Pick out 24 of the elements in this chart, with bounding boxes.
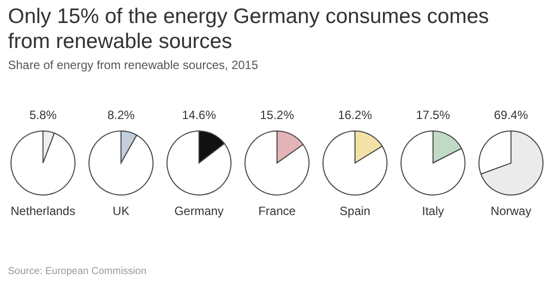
data-label: 14.6%: [180, 108, 218, 124]
text: Norway: [490, 204, 532, 218]
data-label: 15.2%: [258, 108, 296, 124]
text: Spain: [338, 204, 372, 218]
text: Netherlands: [10, 204, 76, 218]
pie-slice: [480, 130, 544, 196]
text: Germany: [173, 204, 225, 218]
text: France: [257, 204, 297, 218]
text: Share of energy from renewable sources, 2015: [8, 58, 260, 72]
pie-slice: [400, 130, 466, 196]
data-label: 8.2%: [106, 108, 136, 124]
pie-slice: [244, 130, 310, 196]
pie-slice: [88, 130, 154, 196]
text: Only 15% of the energy Germany consumes comes from renewable sources: [8, 4, 490, 54]
data-label: 17.5%: [414, 108, 452, 124]
source-note: Source: European Commission: [8, 266, 146, 277]
data-label: 16.2%: [336, 108, 374, 124]
text: Italy: [420, 204, 445, 218]
pie-slice: [10, 130, 76, 196]
text: UK: [112, 204, 130, 218]
data-label: 5.8%: [28, 108, 58, 124]
data-label: 69.4%: [492, 108, 530, 124]
pie-slice: [166, 130, 232, 196]
pie-slice: [322, 130, 388, 196]
